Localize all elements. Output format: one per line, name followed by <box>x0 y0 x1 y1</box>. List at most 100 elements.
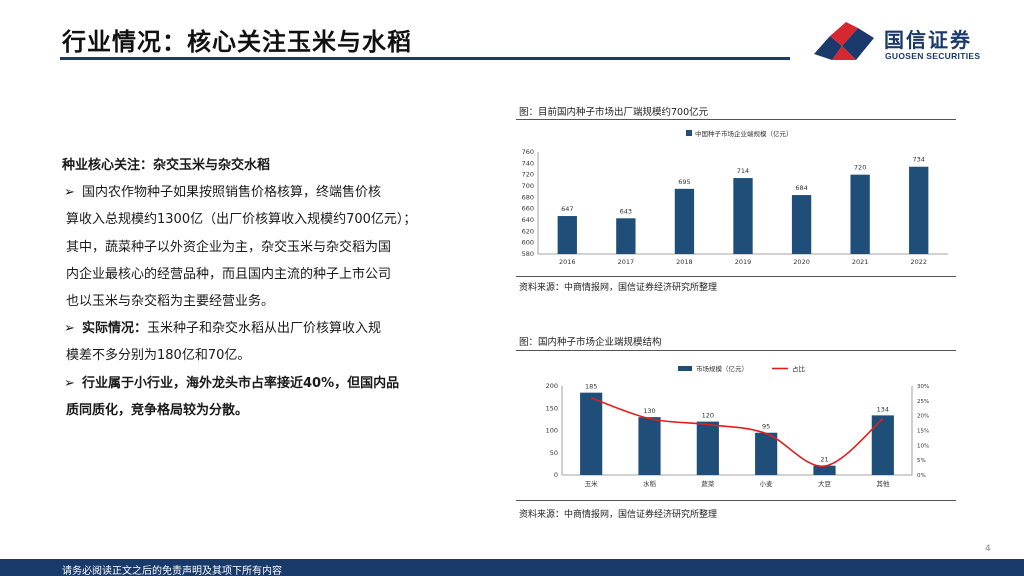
bar-value-label: 95 <box>762 423 770 431</box>
brand-name: 国信证券 <box>884 28 972 52</box>
x-tick-label: 其他 <box>876 479 890 488</box>
summary-heading: 种业核心关注：杂交玉米与杂交水稻 <box>62 158 271 173</box>
bar-value-label: 684 <box>795 184 807 192</box>
bullet-1-line-1: 国内农作物种子如果按照销售价格核算，终端售价核 <box>82 185 382 201</box>
y2-tick-label: 25% <box>917 399 929 405</box>
bar <box>733 178 753 254</box>
figure-1-bottom-rule <box>516 276 956 277</box>
y-tick-label: 680 <box>522 193 534 201</box>
bar <box>871 415 894 475</box>
y2-tick-label: 15% <box>917 429 929 435</box>
x-tick-label: 小麦 <box>760 479 774 488</box>
legend-label-bars: 市场规模（亿元） <box>696 364 748 373</box>
summary-bullet-1: ➢ 国内农作物种子如果按照销售价格核算，终端售价核 <box>62 179 452 206</box>
page-title: 行业情况：核心关注玉米与水稻 <box>62 28 412 56</box>
bar-value-label: 647 <box>561 205 573 213</box>
bullet-1-line-4: 内企业最核心的经营品种，而且国内主流的种子上市公司 <box>66 266 392 282</box>
x-tick-label: 玉米 <box>585 479 599 488</box>
x-tick-label: 2017 <box>618 258 635 266</box>
brand-name-en: GUOSEN SECURITIES <box>885 51 981 61</box>
figure-1-source: 资料来源：中商情报网，国信证券经济研究所整理 <box>519 283 718 293</box>
bar <box>674 188 695 254</box>
bar <box>791 195 812 254</box>
bar-value-label: 734 <box>913 156 925 164</box>
bar <box>580 392 603 475</box>
bar <box>850 174 870 254</box>
bullet-3-line-1: 行业属于小行业，海外龙头市占率接近40%，但国内品 <box>82 375 400 391</box>
y-tick-label: 700 <box>522 182 534 190</box>
legend-label: 中国种子市场企业端规模（亿元） <box>695 129 793 138</box>
bar <box>755 432 778 475</box>
figure-2-source: 资料来源：中商情报网，国信证券经济研究所整理 <box>519 510 718 520</box>
bullet-3-line-2: 质同质化，竞争格局较为分散。 <box>66 402 249 418</box>
y2-tick-label: 10% <box>917 443 929 449</box>
y-tick-label: 640 <box>522 216 534 224</box>
bullet-2-line-1: 玉米种子和杂交水稻从出厂价核算收入规 <box>147 321 382 337</box>
x-tick-label: 2018 <box>676 258 693 266</box>
y2-tick-label: 0% <box>917 473 926 479</box>
y-tick-label: 740 <box>522 159 534 167</box>
y-tick-label: 50 <box>550 449 558 457</box>
figure-1-top-rule <box>516 119 956 120</box>
bullet-1-line-5: 也以玉米与杂交稻为主要经营业务。 <box>66 294 275 310</box>
market-structure-combo-chart: 市场规模（亿元） 占比 0 50 100 150 200 0% 5% 10% 15% 20% 25% 30… <box>546 364 930 488</box>
footer-disclaimer: 请务必阅读正文之后的免责声明及其项下所有内容 <box>62 566 282 576</box>
bar-value-label: 120 <box>702 412 714 420</box>
bar-value-label: 134 <box>877 405 889 413</box>
y-tick-label: 620 <box>522 227 534 235</box>
bar-value-label: 185 <box>585 383 597 391</box>
bar <box>557 216 577 254</box>
y-tick-label: 150 <box>546 404 558 412</box>
footer-bar <box>0 559 1024 576</box>
bar-value-label: 720 <box>854 164 866 172</box>
y-tick-label: 100 <box>546 427 558 435</box>
brand-logo: 国信证券 GUOSEN SECURITIES <box>812 20 982 65</box>
y-tick-label: 0 <box>554 471 558 479</box>
y-tick-label: 720 <box>522 171 534 179</box>
bar-value-label: 643 <box>620 207 632 215</box>
bar <box>909 166 929 254</box>
figure-2-bottom-rule <box>516 500 956 501</box>
industry-summary: 种业核心关注：杂交玉米与杂交水稻 ➢ 国内农作物种子如果按照销售价格核算，终端售… <box>62 152 452 424</box>
bar-value-label: 21 <box>820 456 828 464</box>
bar <box>638 417 661 475</box>
y-tick-label: 760 <box>522 148 534 156</box>
x-tick-label: 水稻 <box>643 479 657 488</box>
figure-2-top-rule <box>516 350 956 351</box>
bullet-2-line-2: 模差不多分别为180亿和70亿。 <box>66 348 251 364</box>
bar-value-label: 695 <box>678 178 690 186</box>
y-tick-label: 600 <box>522 239 534 247</box>
bar <box>813 465 836 475</box>
summary-bullet-2: ➢ 实际情况：玉米种子和杂交水稻从出厂价核算收入规 <box>62 315 452 342</box>
title-underline <box>60 57 790 60</box>
y2-tick-label: 30% <box>917 384 929 390</box>
bar-value-label: 130 <box>643 407 655 415</box>
y-tick-label: 580 <box>522 250 534 258</box>
figure-1-caption: 图：目前国内种子市场出厂端规模约700亿元 <box>519 107 709 118</box>
bullet-arrow-icon: ➢ <box>64 185 75 201</box>
bullet-1-line-3: 其中，蔬菜种子以外资企业为主，杂交玉米与杂交稻为国 <box>66 239 392 255</box>
x-tick-label: 2016 <box>559 258 576 266</box>
legend-label-line: 占比 <box>792 364 806 373</box>
guosen-logo-icon <box>814 22 874 60</box>
x-tick-label: 2022 <box>910 258 927 266</box>
y2-tick-label: 5% <box>917 458 926 464</box>
page-number: 4 <box>985 544 991 554</box>
share-line <box>590 397 884 467</box>
bullet-arrow-icon: ➢ <box>64 375 75 391</box>
bullet-1-line-2: 算收入总规模约1300亿（出厂价核算收入规模约700亿元）； <box>66 212 417 228</box>
market-size-bar-chart: 中国种子市场企业端规模（亿元） 580 600 620 640 660 680 700 720 7… <box>522 129 948 266</box>
y2-tick-label: 20% <box>917 414 929 420</box>
summary-bullet-3: ➢ 行业属于小行业，海外龙头市占率接近40%，但国内品 <box>62 370 452 397</box>
legend-swatch <box>686 130 692 136</box>
bullet-arrow-icon: ➢ <box>64 321 75 337</box>
y-tick-label: 200 <box>546 382 558 390</box>
bar <box>696 421 719 475</box>
x-tick-label: 2021 <box>852 258 869 266</box>
x-tick-label: 蔬菜 <box>701 479 715 488</box>
bullet-2-bold: 实际情况： <box>82 321 148 337</box>
legend-swatch-bars <box>678 366 692 371</box>
figure-2-caption: 图：国内种子市场企业端规模结构 <box>519 337 662 348</box>
bar <box>616 218 636 254</box>
y-tick-label: 660 <box>522 205 534 213</box>
